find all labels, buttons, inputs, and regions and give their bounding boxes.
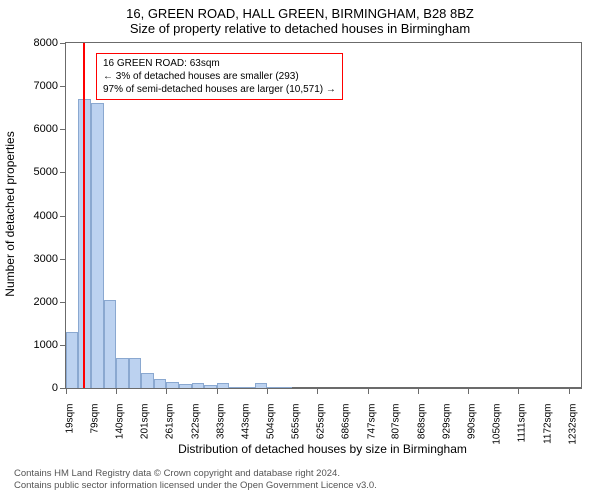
x-tick-label: 1111sqm xyxy=(517,400,528,443)
x-tick-label: 383sqm xyxy=(215,400,226,440)
property-marker-line xyxy=(83,43,85,388)
x-tick-label: 625sqm xyxy=(316,400,327,440)
histogram-bar xyxy=(104,300,116,388)
x-tick-label: 1172sqm xyxy=(542,400,553,444)
histogram-bar xyxy=(267,387,279,388)
histogram-bar xyxy=(141,373,153,388)
histogram-bar xyxy=(129,358,142,388)
x-tick-label: 747sqm xyxy=(366,400,377,440)
annotation-line3: 97% of semi-detached houses are larger (… xyxy=(103,83,336,96)
y-tick-label: 4000 xyxy=(34,210,66,222)
histogram-bar xyxy=(279,387,292,388)
histogram-bar xyxy=(217,383,229,388)
histogram-bar xyxy=(154,379,166,388)
histogram-bar xyxy=(229,387,241,388)
histogram-bar xyxy=(91,103,104,388)
x-tick-label: 807sqm xyxy=(391,400,402,440)
x-tick xyxy=(569,388,570,394)
x-tick-label: 990sqm xyxy=(467,400,478,440)
x-tick-label: 201sqm xyxy=(140,400,151,440)
x-tick-label: 868sqm xyxy=(416,400,427,440)
x-tick xyxy=(418,388,419,394)
x-tick-label: 565sqm xyxy=(291,400,302,440)
y-tick-label: 8000 xyxy=(34,37,66,49)
annotation-line1: 16 GREEN ROAD: 63sqm xyxy=(103,57,336,70)
histogram-bar xyxy=(204,385,217,388)
x-tick xyxy=(317,388,318,394)
footer-attribution: Contains HM Land Registry data © Crown c… xyxy=(14,468,377,492)
x-tick-label: 79sqm xyxy=(89,400,100,434)
x-tick-label: 686sqm xyxy=(341,400,352,440)
x-tick-label: 504sqm xyxy=(265,400,276,440)
x-tick-label: 322sqm xyxy=(190,400,201,440)
histogram-bar xyxy=(116,358,128,388)
y-tick-label: 6000 xyxy=(34,123,66,135)
histogram-bar xyxy=(192,383,204,388)
x-tick xyxy=(267,388,268,394)
footer-line1: Contains HM Land Registry data © Crown c… xyxy=(14,468,377,480)
y-tick-label: 7000 xyxy=(34,80,66,92)
page-title-line1: 16, GREEN ROAD, HALL GREEN, BIRMINGHAM, … xyxy=(0,6,600,21)
histogram-bar xyxy=(179,384,191,388)
x-axis-title: Distribution of detached houses by size … xyxy=(65,442,580,456)
histogram-bar xyxy=(66,332,78,388)
x-tick xyxy=(217,388,218,394)
y-axis-title: Number of detached properties xyxy=(3,114,17,314)
x-tick-label: 1050sqm xyxy=(492,400,503,445)
y-tick-label: 0 xyxy=(52,382,66,394)
x-tick-label: 19sqm xyxy=(65,400,76,434)
marker-annotation-box: 16 GREEN ROAD: 63sqm ← 3% of detached ho… xyxy=(96,53,343,100)
x-tick xyxy=(368,388,369,394)
x-tick xyxy=(468,388,469,394)
histogram-bar xyxy=(166,382,179,388)
histogram-bar xyxy=(242,387,255,388)
annotation-line2: ← 3% of detached houses are smaller (293… xyxy=(103,70,336,83)
x-tick-label: 261sqm xyxy=(165,400,176,440)
x-tick-label: 140sqm xyxy=(115,400,126,440)
y-tick-label: 2000 xyxy=(34,296,66,308)
histogram-bar xyxy=(255,383,267,388)
x-tick xyxy=(66,388,67,394)
chart-plot-area: 16 GREEN ROAD: 63sqm ← 3% of detached ho… xyxy=(65,42,582,389)
x-tick xyxy=(518,388,519,394)
x-tick-label: 443sqm xyxy=(240,400,251,440)
y-tick-label: 1000 xyxy=(34,339,66,351)
x-tick xyxy=(116,388,117,394)
page-title-line2: Size of property relative to detached ho… xyxy=(0,21,600,36)
x-tick xyxy=(166,388,167,394)
x-tick-label: 1232sqm xyxy=(567,400,578,445)
footer-line2: Contains public sector information licen… xyxy=(14,480,377,492)
x-tick-label: 929sqm xyxy=(442,400,453,440)
y-tick-label: 3000 xyxy=(34,253,66,265)
y-tick-label: 5000 xyxy=(34,166,66,178)
